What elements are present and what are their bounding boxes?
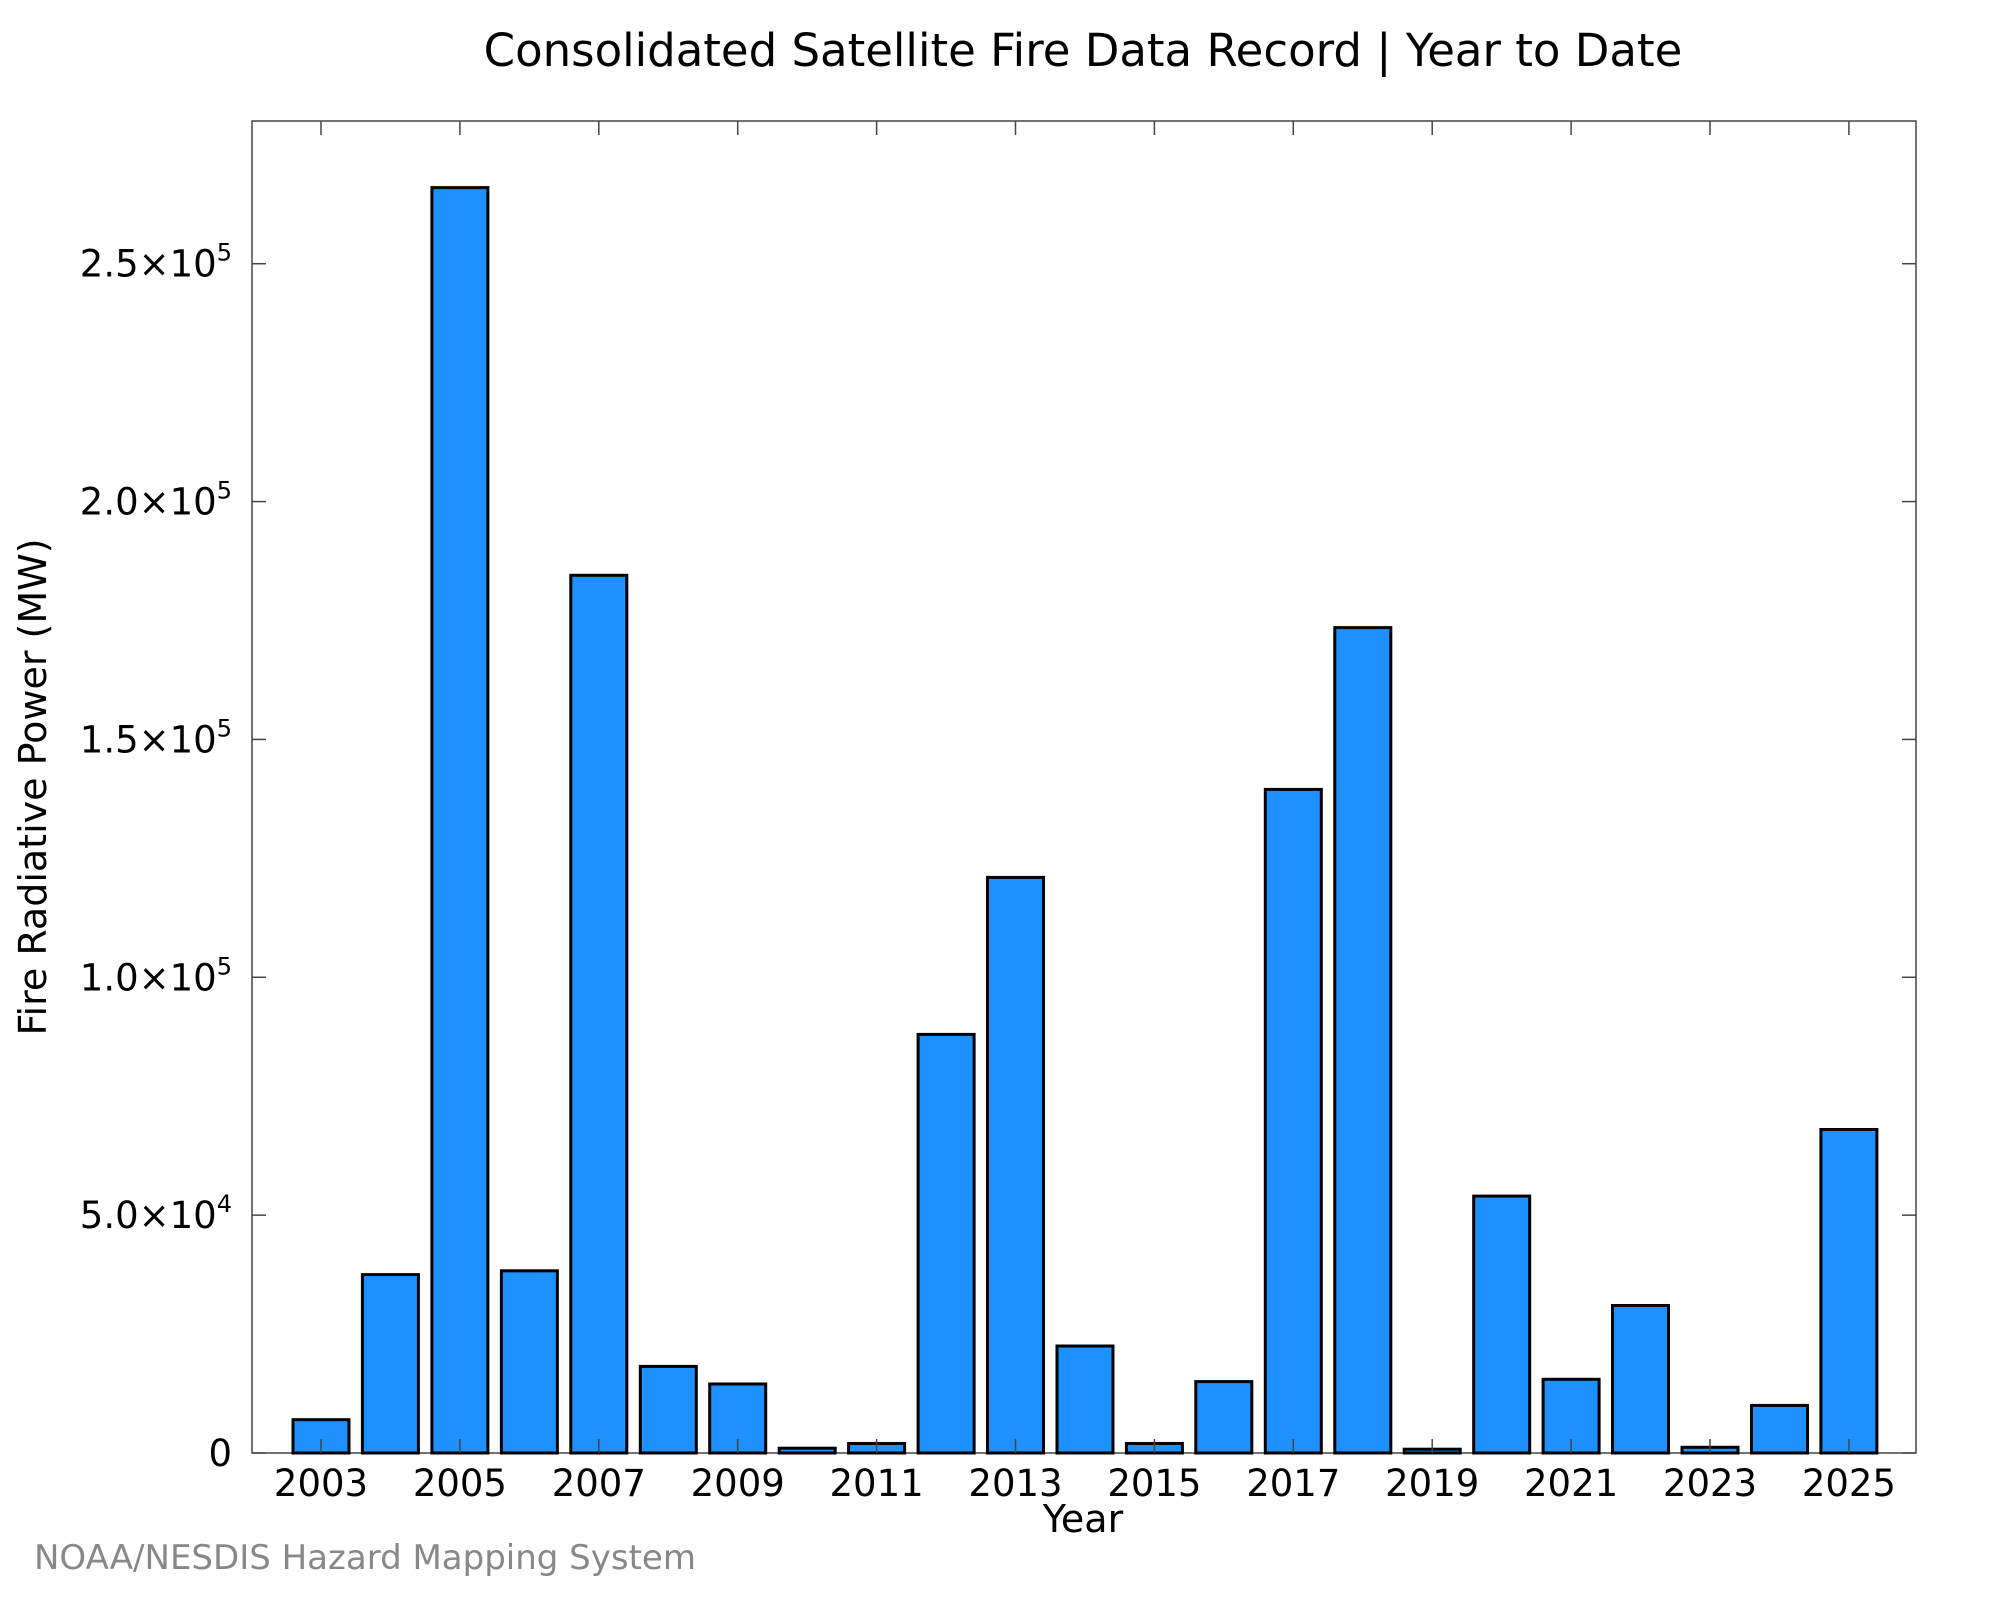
bar-2013 (986, 875, 1045, 1455)
chart-title: Consolidated Satellite Fire Data Record … (484, 24, 1683, 77)
x-tick-label-2015: 2015 (1107, 1462, 1201, 1505)
bar-2018 (1333, 626, 1393, 1455)
plot-frame (251, 120, 1917, 1454)
x-tick-label-2019: 2019 (1385, 1462, 1479, 1505)
y-tick-label-50000: 5.0×104 (80, 1190, 232, 1237)
y-tick-label-0: 0 (208, 1432, 232, 1475)
x-tick-label-2011: 2011 (830, 1462, 924, 1505)
bar-2024 (1750, 1403, 1809, 1455)
bar-2005 (430, 186, 490, 1455)
bar-2012 (916, 1032, 976, 1455)
y-axis-label: Fire Radiative Power (MW) (11, 538, 55, 1035)
bar-2008 (638, 1364, 698, 1455)
y-tick-label-100000: 1.0×105 (80, 952, 232, 999)
bar-2004 (360, 1273, 420, 1455)
bar-2007 (569, 573, 629, 1455)
bar-2020 (1472, 1194, 1532, 1455)
x-tick-label-2007: 2007 (552, 1462, 646, 1505)
y-tick-label-150000: 1.5×105 (80, 714, 232, 761)
bar-2010 (777, 1446, 837, 1455)
x-tick-label-2003: 2003 (274, 1462, 368, 1505)
bar-2016 (1194, 1380, 1254, 1455)
source-note: NOAA/NESDIS Hazard Mapping System (34, 1538, 696, 1578)
x-tick-label-2017: 2017 (1246, 1462, 1340, 1505)
x-tick-label-2025: 2025 (1802, 1462, 1896, 1505)
bar-2017 (1263, 787, 1323, 1455)
x-tick-label-2009: 2009 (691, 1462, 785, 1505)
x-axis-label: Year (1042, 1497, 1124, 1541)
bar-2006 (499, 1269, 559, 1455)
x-tick-label-2005: 2005 (413, 1462, 507, 1505)
bar-2022 (1611, 1304, 1670, 1455)
y-ticks-group: 0 5.0×104 1.0×105 1.5×105 2.0×105 2.5×105 (80, 239, 1916, 1475)
x-tick-label-2013: 2013 (968, 1462, 1062, 1505)
bar-2014 (1055, 1344, 1115, 1455)
x-tick-label-2023: 2023 (1663, 1462, 1757, 1505)
bar-2025 (1819, 1128, 1879, 1455)
x-tick-label-2021: 2021 (1524, 1462, 1618, 1505)
y-tick-label-250000: 2.5×105 (80, 239, 232, 286)
x-ticks-group: 2003 2005 2007 2009 2011 2013 2015 2017 2019 2021… (274, 121, 1896, 1505)
bars-group (291, 186, 1879, 1455)
y-tick-label-200000: 2.0×105 (80, 477, 232, 524)
